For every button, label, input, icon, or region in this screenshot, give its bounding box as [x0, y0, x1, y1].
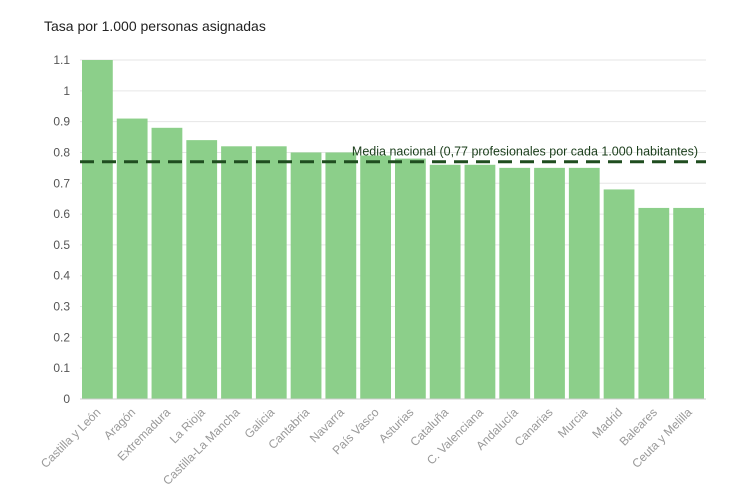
bar — [429, 164, 461, 399]
y-tick-label: 1 — [63, 84, 70, 98]
y-tick-label: 0.4 — [53, 269, 70, 283]
y-axis: 0 0.1 0.2 0.3 0.4 0.5 0.6 0.7 0.8 0.9 1 1.1 — [53, 53, 706, 406]
bars — [82, 60, 704, 400]
bar — [151, 127, 183, 400]
bar — [186, 140, 218, 400]
bar — [673, 207, 704, 399]
y-tick-label: 0.2 — [53, 330, 70, 344]
y-tick-label: 0.9 — [53, 115, 70, 129]
y-tick-label: 0.6 — [53, 207, 70, 221]
x-tick-label: Castilla y León — [38, 405, 104, 471]
bar — [464, 164, 496, 399]
bar — [82, 60, 113, 399]
y-tick-label: 0.1 — [53, 361, 70, 375]
bar — [360, 155, 391, 399]
bar — [499, 167, 531, 399]
chart-title: Tasa por 1.000 personas asignadas — [44, 18, 266, 34]
bar — [395, 158, 426, 399]
bar — [638, 207, 670, 399]
y-tick-label: 0.7 — [53, 176, 70, 190]
y-tick-label: 0.8 — [53, 145, 70, 159]
bar — [255, 146, 287, 399]
y-tick-label: 1.1 — [53, 53, 70, 67]
reference-line-label: Media nacional (0,77 profesionales por c… — [352, 145, 698, 159]
y-tick-label: 0.5 — [53, 238, 70, 252]
x-tick-label: Canarias — [512, 405, 556, 449]
reference-line-group: Media nacional (0,77 profesionales por c… — [80, 145, 706, 164]
bar — [534, 167, 565, 399]
y-tick-label: 0 — [63, 392, 70, 406]
bar — [221, 146, 252, 399]
x-tick-label: Murcia — [555, 405, 591, 441]
bar — [116, 118, 148, 400]
bar — [325, 152, 357, 399]
bar — [290, 152, 322, 399]
bar — [603, 189, 635, 399]
bar — [568, 167, 600, 399]
y-tick-label: 0.3 — [53, 300, 70, 314]
